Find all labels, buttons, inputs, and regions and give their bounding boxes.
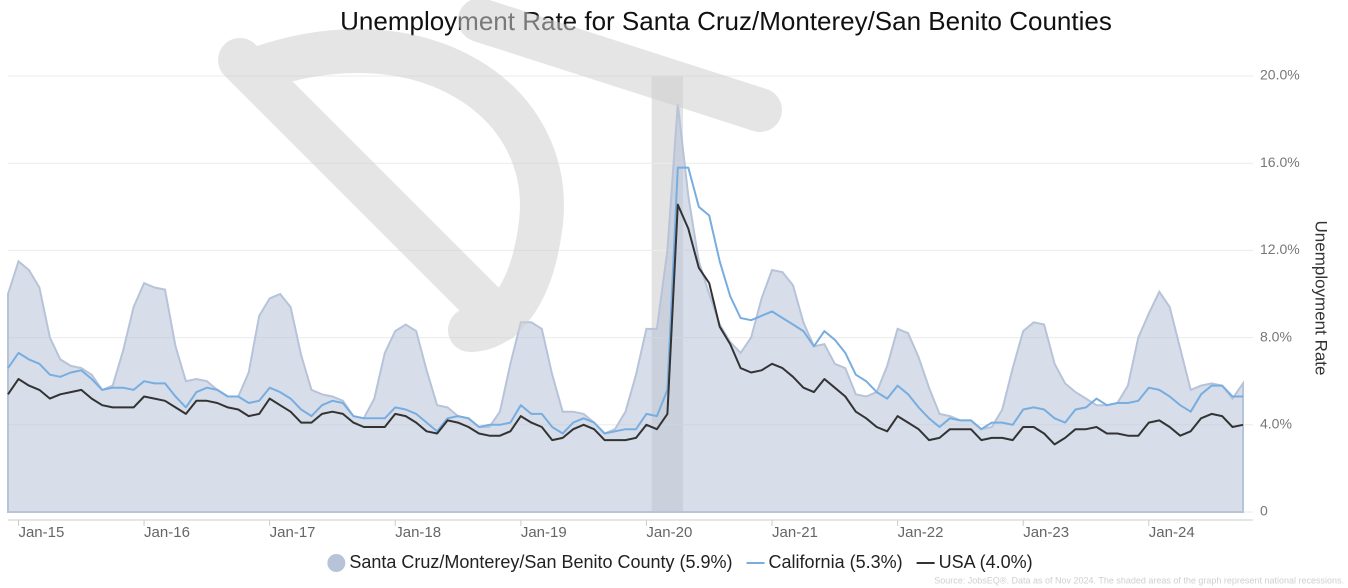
legend-label: California (5.3%) [769, 552, 903, 572]
x-tick-label: Jan-20 [646, 524, 692, 541]
x-tick-label: Jan-24 [1149, 524, 1195, 541]
line [7, 166, 1243, 435]
x-tick-label: Jan-23 [1023, 524, 1069, 541]
chart-title: Unemployment Rate for Santa Cruz/Montere… [340, 6, 1112, 36]
area [7, 104, 1244, 513]
y-tick-label: 12.0% [1260, 241, 1300, 257]
legend-label: Santa Cruz/Monterey/San Benito County (5… [349, 552, 732, 572]
x-tick-label: Jan-18 [395, 524, 441, 541]
source-note: Source: JobsEQ®. Data as of Nov 2024. Th… [934, 575, 1344, 585]
y-tick-label: 4.0% [1260, 416, 1292, 432]
watermark [218, 0, 782, 352]
line [7, 203, 1244, 446]
x-tick-label: Jan-15 [18, 524, 64, 541]
x-tick-label: Jan-16 [144, 524, 190, 541]
y-tick-label: 16.0% [1260, 154, 1300, 170]
x-tick-label: Jan-17 [270, 524, 316, 541]
legend-label: USA (4.0%) [939, 552, 1033, 572]
x-tick-label: Jan-19 [521, 524, 567, 541]
y-tick-label: 8.0% [1260, 328, 1292, 344]
y-tick-label: 20.0% [1260, 67, 1300, 83]
y-tick-label: 0 [1260, 503, 1268, 519]
legend-marker [327, 554, 346, 572]
x-tick-label: Jan-22 [898, 524, 944, 541]
x-tick-label: Jan-21 [772, 524, 818, 541]
legend: Santa Cruz/Monterey/San Benito County (5… [327, 552, 1033, 572]
y-axis-label: Unemployment Rate [1312, 221, 1331, 376]
